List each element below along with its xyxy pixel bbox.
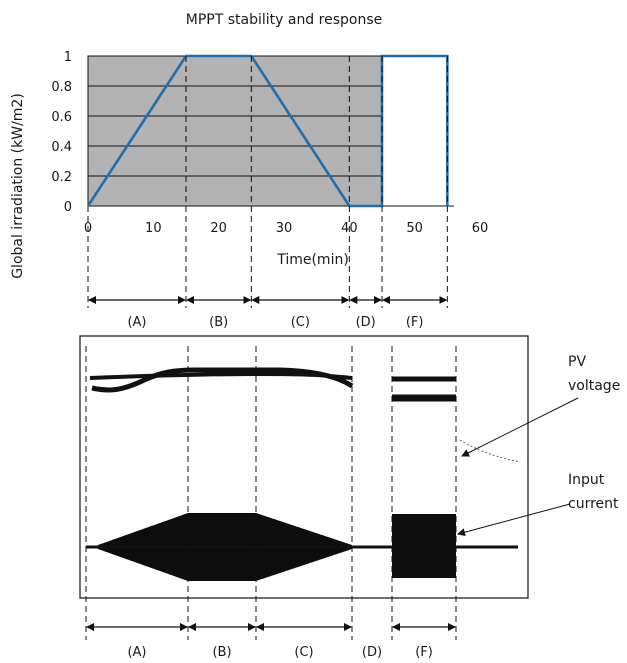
- segment-markers-bottom: (A) (B) (C) (D) (F): [85, 346, 457, 660]
- x-axis-label: Time(min): [276, 252, 349, 268]
- segment-label: (A): [127, 315, 146, 330]
- segment-label: (C): [294, 645, 313, 660]
- y-tick-label: 1: [64, 50, 72, 65]
- segment-label: (A): [127, 645, 146, 660]
- x-tick-label: 30: [276, 221, 293, 236]
- x-tick-label: 60: [472, 221, 489, 236]
- voltage-lower-trace: [91, 367, 354, 393]
- pv-voltage-arrow: [461, 397, 579, 457]
- segment-label: (B): [209, 315, 228, 330]
- segment-label: (D): [356, 315, 376, 330]
- y-tick-label: 0.8: [51, 80, 72, 95]
- input-current-label-line2: current: [568, 496, 619, 512]
- segment-label: (F): [415, 645, 433, 660]
- segment-label: (C): [291, 315, 310, 330]
- pv-voltage-label-line2: voltage: [568, 378, 620, 394]
- y-axis-label: Global irradiation (kW/m2): [10, 93, 26, 279]
- segment-label: (F): [406, 315, 424, 330]
- current-block-f: [392, 514, 456, 578]
- y-tick-label: 0.6: [51, 110, 72, 125]
- input-current-label-line1: Input: [568, 472, 605, 488]
- plot-area-right: [382, 56, 454, 206]
- irradiation-plot: [86, 54, 454, 208]
- voltage-decay-trace: [459, 439, 521, 463]
- y-tick-label: 0.4: [51, 140, 72, 155]
- x-tick-label: 50: [406, 221, 423, 236]
- y-tick-label: 0.2: [51, 170, 72, 185]
- y-tick-label: 0: [64, 200, 72, 215]
- irradiation-series: [86, 54, 449, 208]
- segment-label: (D): [362, 645, 382, 660]
- pv-voltage-label-line1: PV: [568, 354, 586, 370]
- oscilloscope-trace: [86, 367, 521, 581]
- x-tick-label: 10: [145, 221, 162, 236]
- x-tick-label: 20: [210, 221, 227, 236]
- input-current-arrow: [457, 503, 571, 537]
- segment-markers-top: (A) (B) (C) (D) (F): [87, 56, 448, 330]
- chart-title: MPPT stability and response: [186, 12, 383, 28]
- segment-label: (B): [212, 645, 231, 660]
- plot-area: [87, 55, 383, 207]
